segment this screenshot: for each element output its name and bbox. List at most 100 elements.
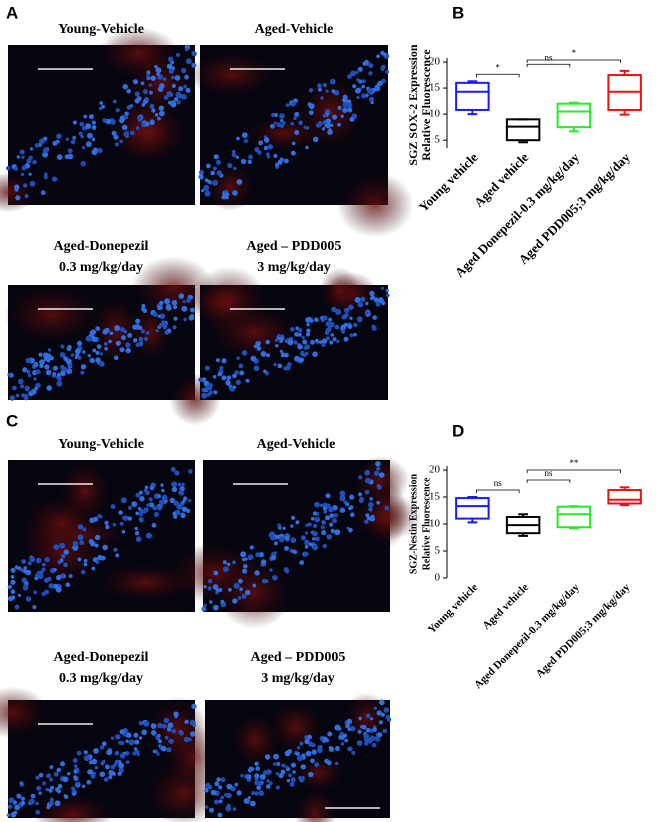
nucleus	[145, 532, 152, 539]
nucleus	[77, 557, 82, 562]
red-stain	[294, 787, 337, 822]
nucleus	[221, 375, 227, 381]
nucleus	[234, 782, 239, 787]
nucleus	[55, 787, 60, 792]
nucleus	[203, 603, 207, 607]
nucleus	[8, 797, 15, 804]
nucleus	[297, 332, 302, 337]
nucleus	[119, 521, 124, 526]
nucleus	[25, 596, 32, 602]
nucleus	[307, 734, 312, 740]
nucleus	[204, 787, 209, 793]
nucleus	[99, 101, 103, 105]
nucleus	[56, 767, 61, 773]
nucleus	[334, 324, 340, 330]
nucleus	[290, 777, 296, 783]
nucleus	[331, 89, 336, 94]
nucleus	[295, 751, 300, 757]
nucleus	[28, 172, 32, 176]
nucleus	[70, 139, 76, 145]
nucleus	[138, 736, 143, 740]
nucleus	[149, 485, 155, 491]
nucleus	[131, 501, 138, 508]
nucleus	[159, 300, 164, 306]
nucleus	[288, 773, 292, 778]
nucleus	[329, 78, 336, 85]
nucleus	[329, 513, 334, 518]
nucleus	[213, 155, 217, 159]
nucleus	[65, 137, 70, 141]
nucleus	[149, 119, 155, 125]
nucleus	[108, 775, 113, 780]
nucleus	[179, 486, 185, 492]
nucleus	[292, 549, 297, 554]
nucleus	[139, 517, 144, 523]
nucleus	[25, 357, 32, 364]
nucleus	[273, 541, 278, 546]
nucleus	[364, 741, 369, 746]
nucleus	[21, 559, 27, 565]
nucleus	[122, 515, 129, 521]
image-title: Young-Vehicle	[58, 22, 144, 37]
nucleus	[77, 534, 84, 541]
red-stain	[319, 267, 361, 315]
nucleus	[218, 785, 223, 790]
nucleus	[273, 121, 277, 125]
nucleus	[23, 583, 28, 587]
red-stain	[190, 266, 268, 337]
nucleus	[254, 773, 260, 779]
nucleus	[89, 357, 95, 364]
nucleus	[349, 116, 355, 122]
nucleus	[95, 357, 101, 363]
nucleus	[219, 365, 224, 370]
nucleus	[325, 336, 330, 341]
nucleus	[376, 466, 381, 471]
nucleus	[274, 113, 278, 117]
nucleus	[373, 470, 380, 476]
nucleus	[300, 351, 305, 357]
red-stain	[108, 100, 190, 163]
panel-label: B	[452, 3, 464, 22]
nucleus	[308, 88, 314, 93]
nucleus	[17, 566, 22, 571]
nucleus	[143, 720, 150, 727]
nucleus	[53, 544, 60, 550]
nucleus	[259, 790, 264, 795]
nucleus	[159, 313, 166, 320]
nucleus	[256, 346, 262, 351]
nucleus	[355, 87, 361, 94]
nucleus	[168, 68, 174, 74]
nucleus	[212, 375, 217, 379]
nucleus	[200, 170, 204, 174]
nucleus	[340, 114, 344, 118]
nucleus	[198, 174, 204, 180]
nucleus	[374, 84, 380, 90]
image-title: Aged-Vehicle	[257, 437, 336, 452]
nucleus	[343, 733, 347, 738]
image-title: Aged-Donepezil	[54, 239, 149, 254]
nucleus	[231, 152, 237, 158]
nucleus	[325, 493, 331, 499]
nucleus	[33, 377, 37, 381]
nucleus	[115, 108, 120, 113]
nucleus	[95, 560, 100, 565]
nucleus	[45, 369, 52, 376]
nucleus	[277, 523, 281, 528]
nucleus	[151, 730, 157, 736]
nucleus	[183, 84, 187, 89]
nucleus	[7, 804, 13, 809]
nucleus	[60, 371, 66, 377]
nucleus	[77, 524, 84, 530]
nucleus	[372, 315, 378, 320]
nucleus	[337, 122, 341, 127]
red-stain	[0, 686, 49, 739]
nucleus	[364, 489, 370, 495]
nucleus	[52, 583, 59, 589]
nucleus	[191, 50, 197, 56]
nucleus	[63, 562, 68, 568]
nucleus	[105, 764, 110, 770]
nucleus	[134, 739, 140, 745]
nucleus	[38, 138, 45, 145]
nucleus	[22, 367, 28, 373]
nucleus	[253, 365, 260, 372]
